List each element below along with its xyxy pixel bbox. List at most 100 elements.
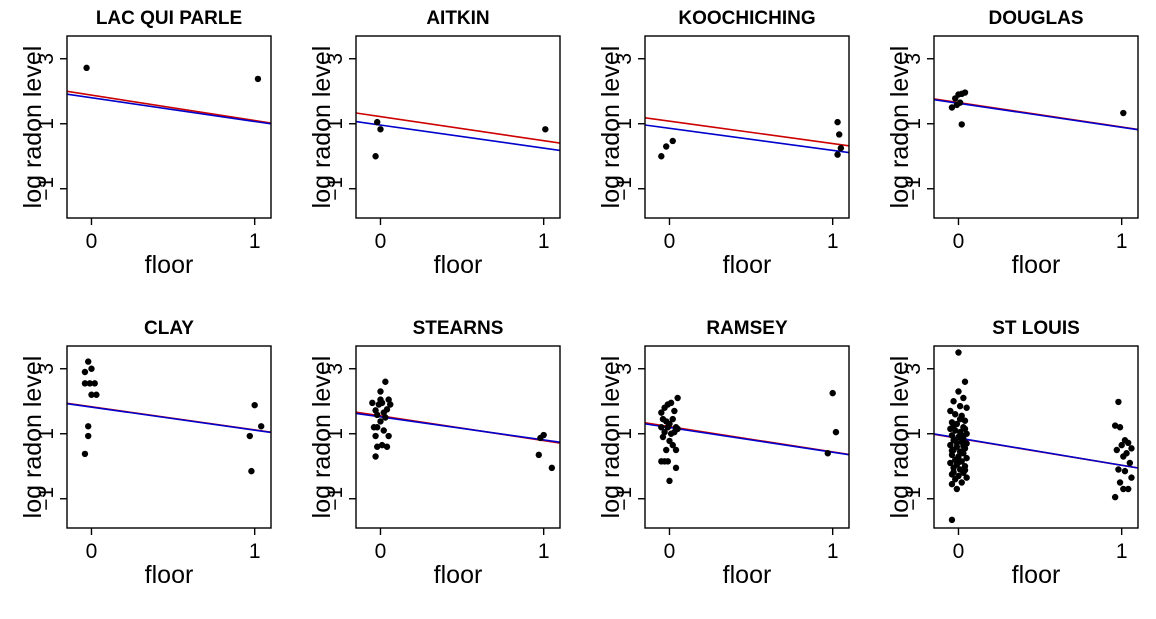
x-tick-label: 0 <box>86 540 98 563</box>
data-point <box>836 131 843 138</box>
fit-line-1 <box>67 93 271 125</box>
data-point <box>85 358 92 365</box>
data-point <box>661 428 668 436</box>
data-point <box>85 423 92 430</box>
data-point <box>377 418 384 425</box>
data-point <box>958 432 965 439</box>
data-point <box>383 443 391 450</box>
data-point <box>663 446 670 454</box>
y-tick-label: 3 <box>35 363 58 375</box>
data-point <box>947 459 954 467</box>
x-tick-label: 0 <box>375 540 387 563</box>
y-axis-title: log radon level <box>886 46 914 209</box>
data-point <box>81 368 89 376</box>
panel-title: LAC QUI PARLE <box>96 8 242 29</box>
data-point <box>667 399 675 407</box>
y-tick-label: 1 <box>324 118 347 130</box>
data-point <box>669 441 676 449</box>
y-axis-title: log radon level <box>19 356 47 519</box>
data-point <box>663 143 670 150</box>
x-axis-title: floor <box>145 561 194 589</box>
data-point <box>832 428 840 436</box>
data-point <box>658 409 665 416</box>
data-point <box>948 104 956 111</box>
data-point <box>672 446 680 454</box>
data-point <box>1116 479 1124 486</box>
data-point <box>674 394 681 402</box>
y-tick-label: −1 <box>324 177 347 201</box>
data-point <box>374 443 381 450</box>
data-point <box>671 407 678 415</box>
x-axis-title: floor <box>723 251 772 279</box>
data-point <box>1113 446 1120 454</box>
y-axis-title: log radon level <box>308 356 336 519</box>
fit-line-0 <box>645 116 849 147</box>
data-point <box>1128 445 1135 452</box>
data-point <box>1125 439 1132 447</box>
data-point <box>829 389 836 397</box>
x-tick-label: 1 <box>1116 230 1128 253</box>
data-point <box>956 402 964 410</box>
data-point <box>669 137 676 145</box>
plot-frame <box>644 35 850 219</box>
data-point <box>374 424 381 431</box>
data-point <box>93 391 100 398</box>
data-point <box>669 415 676 423</box>
data-point <box>85 432 92 440</box>
x-axis-title: floor <box>145 251 194 279</box>
data-point <box>372 153 379 160</box>
data-point <box>961 89 969 96</box>
data-point <box>961 417 969 424</box>
data-point <box>385 396 392 403</box>
plot-frame <box>66 345 272 529</box>
data-point <box>380 427 387 434</box>
data-point <box>947 407 954 415</box>
data-point <box>378 441 386 449</box>
data-point <box>948 447 956 454</box>
panel-4: CLAY 0 1 −1 1 3 floor log radon level <box>19 318 272 589</box>
x-tick-label: 0 <box>953 540 965 563</box>
data-point <box>1115 398 1122 406</box>
y-tick-label: 3 <box>324 53 347 65</box>
data-point <box>955 388 962 395</box>
data-point <box>958 479 965 486</box>
data-point <box>88 365 95 372</box>
data-point <box>387 401 394 408</box>
y-tick-label: 3 <box>902 363 925 375</box>
data-point <box>947 441 954 449</box>
data-point <box>251 401 258 409</box>
x-axis-title: floor <box>723 561 772 589</box>
fit-line-0 <box>356 112 560 144</box>
data-point <box>1111 422 1119 429</box>
panel-title: ST LOUIS <box>992 318 1080 339</box>
panel-5: STEARNS 0 1 −1 1 3 floor log radon level <box>308 318 561 589</box>
data-point <box>382 378 389 385</box>
data-point <box>369 399 376 407</box>
data-point <box>961 425 969 433</box>
data-point <box>948 480 956 488</box>
data-point <box>383 406 391 413</box>
y-tick-label: 1 <box>902 118 925 130</box>
x-tick-label: 1 <box>538 230 550 253</box>
data-point <box>950 422 957 429</box>
panel-2: KOOCHICHING 0 1 −1 1 3 floor log radon level <box>597 8 850 279</box>
data-point <box>664 458 672 465</box>
x-axis-title: floor <box>434 561 483 589</box>
y-axis-title: log radon level <box>19 46 47 209</box>
data-point <box>666 477 673 485</box>
data-point <box>1126 459 1134 467</box>
data-point <box>83 64 90 72</box>
x-tick-label: 1 <box>249 540 261 563</box>
data-point <box>372 453 379 460</box>
data-point <box>961 378 969 385</box>
y-axis-title: log radon level <box>308 46 336 209</box>
panel-title: RAMSEY <box>706 318 788 339</box>
y-tick-label: 1 <box>613 428 636 440</box>
data-point <box>948 516 956 524</box>
data-point <box>955 349 962 356</box>
fit-line-1 <box>67 402 271 434</box>
data-point <box>963 474 970 481</box>
panel-6: RAMSEY 0 1 −1 1 3 floor log radon level <box>597 318 850 589</box>
data-point <box>1120 453 1127 460</box>
